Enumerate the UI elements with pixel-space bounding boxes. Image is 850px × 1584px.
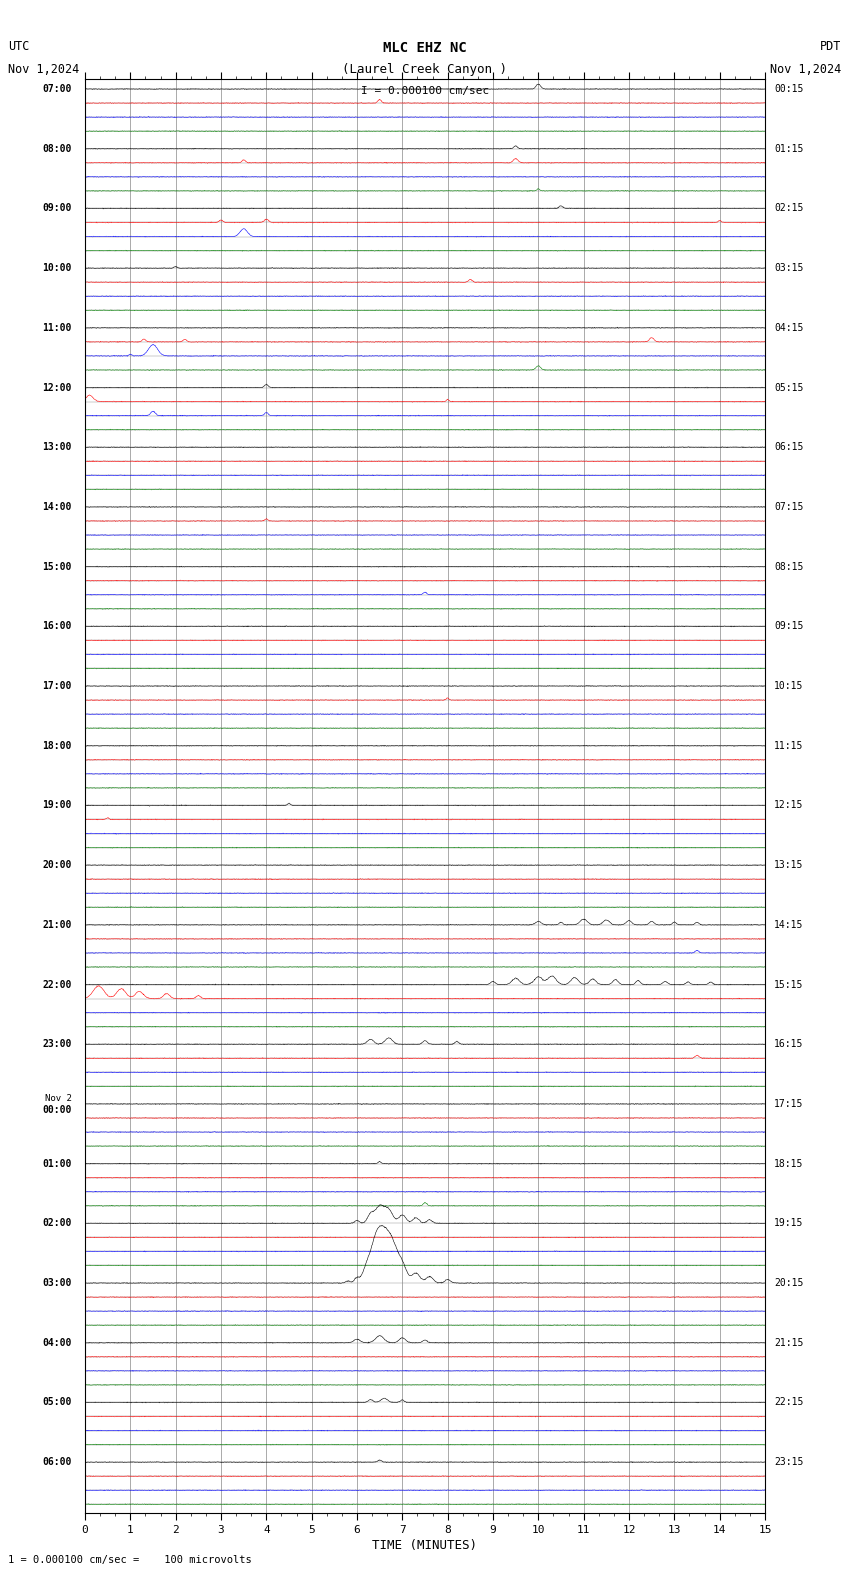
Text: 03:00: 03:00 (42, 1278, 71, 1288)
Text: 22:15: 22:15 (774, 1397, 803, 1408)
Text: 20:00: 20:00 (42, 860, 71, 870)
Text: 14:15: 14:15 (774, 920, 803, 930)
Text: 01:00: 01:00 (42, 1158, 71, 1169)
Text: 08:00: 08:00 (42, 144, 71, 154)
Text: 09:00: 09:00 (42, 203, 71, 214)
Text: 19:15: 19:15 (774, 1218, 803, 1228)
Text: 20:15: 20:15 (774, 1278, 803, 1288)
Text: 01:15: 01:15 (774, 144, 803, 154)
Text: 00:15: 00:15 (774, 84, 803, 93)
Text: 05:15: 05:15 (774, 383, 803, 393)
Text: 07:00: 07:00 (42, 84, 71, 93)
Text: 16:00: 16:00 (42, 621, 71, 632)
Text: 23:15: 23:15 (774, 1457, 803, 1467)
Text: 13:15: 13:15 (774, 860, 803, 870)
Text: 12:00: 12:00 (42, 383, 71, 393)
Text: 06:00: 06:00 (42, 1457, 71, 1467)
Text: 17:00: 17:00 (42, 681, 71, 691)
Text: 18:00: 18:00 (42, 741, 71, 751)
Text: 02:15: 02:15 (774, 203, 803, 214)
Text: 16:15: 16:15 (774, 1039, 803, 1049)
Text: 05:00: 05:00 (42, 1397, 71, 1408)
Text: I = 0.000100 cm/sec: I = 0.000100 cm/sec (361, 86, 489, 95)
Text: 19:00: 19:00 (42, 800, 71, 811)
Text: 08:15: 08:15 (774, 562, 803, 572)
Text: MLC EHZ NC: MLC EHZ NC (383, 41, 467, 55)
Text: Nov 1,2024: Nov 1,2024 (770, 63, 842, 76)
Text: 09:15: 09:15 (774, 621, 803, 632)
Text: 15:00: 15:00 (42, 562, 71, 572)
Text: Nov 2: Nov 2 (44, 1093, 71, 1102)
Text: 04:15: 04:15 (774, 323, 803, 333)
Text: 1 = 0.000100 cm/sec =    100 microvolts: 1 = 0.000100 cm/sec = 100 microvolts (8, 1555, 252, 1565)
Text: PDT: PDT (820, 40, 842, 52)
Text: 10:15: 10:15 (774, 681, 803, 691)
Text: 12:15: 12:15 (774, 800, 803, 811)
Text: 10:00: 10:00 (42, 263, 71, 272)
Text: 23:00: 23:00 (42, 1039, 71, 1049)
X-axis label: TIME (MINUTES): TIME (MINUTES) (372, 1538, 478, 1552)
Text: 00:00: 00:00 (42, 1106, 71, 1115)
Text: 03:15: 03:15 (774, 263, 803, 272)
Text: 02:00: 02:00 (42, 1218, 71, 1228)
Text: 14:00: 14:00 (42, 502, 71, 512)
Text: 13:00: 13:00 (42, 442, 71, 453)
Text: 17:15: 17:15 (774, 1099, 803, 1109)
Text: (Laurel Creek Canyon ): (Laurel Creek Canyon ) (343, 63, 507, 76)
Text: UTC: UTC (8, 40, 30, 52)
Text: 21:00: 21:00 (42, 920, 71, 930)
Text: 21:15: 21:15 (774, 1338, 803, 1348)
Text: 04:00: 04:00 (42, 1338, 71, 1348)
Text: 18:15: 18:15 (774, 1158, 803, 1169)
Text: 06:15: 06:15 (774, 442, 803, 453)
Text: 11:15: 11:15 (774, 741, 803, 751)
Text: 07:15: 07:15 (774, 502, 803, 512)
Text: Nov 1,2024: Nov 1,2024 (8, 63, 80, 76)
Text: 11:00: 11:00 (42, 323, 71, 333)
Text: 15:15: 15:15 (774, 979, 803, 990)
Text: 22:00: 22:00 (42, 979, 71, 990)
